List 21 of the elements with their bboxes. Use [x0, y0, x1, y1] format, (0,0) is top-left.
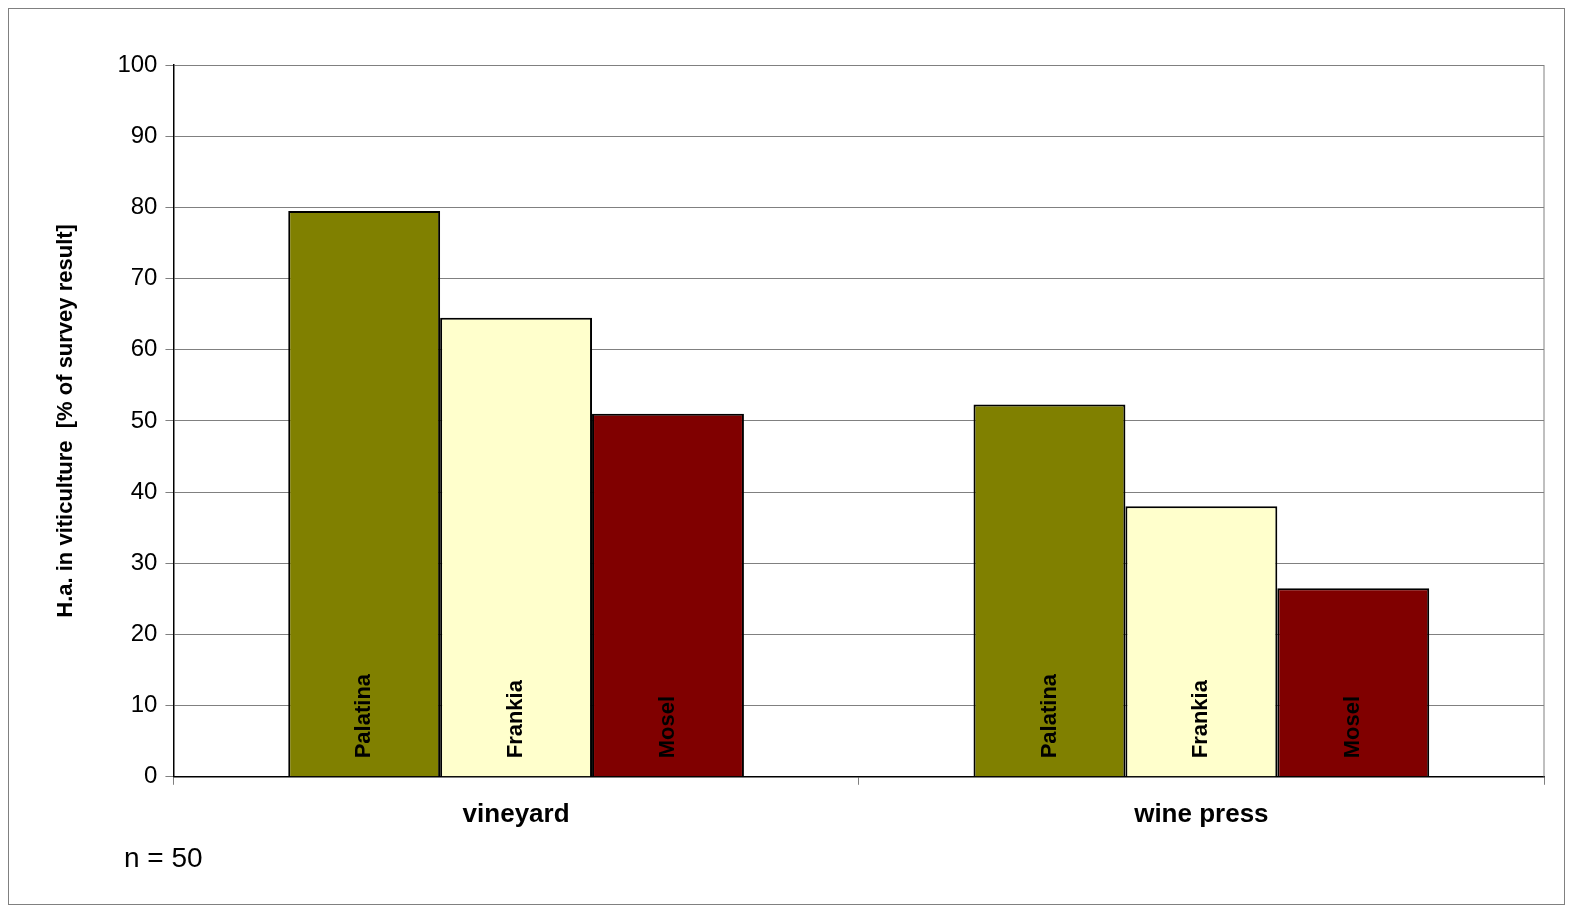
- text: Frankia: [1187, 680, 1213, 759]
- y-tick-label: 30: [130, 547, 158, 575]
- y-tick-label: 60: [130, 334, 158, 362]
- series-label: Palatina: [350, 673, 376, 759]
- x-tick-label: vineyard: [462, 797, 570, 828]
- y-tick-label: 40: [130, 476, 158, 504]
- series-label: Frankia: [502, 679, 528, 759]
- series-label: Mosel: [654, 695, 680, 759]
- y-tick-label: 0: [144, 761, 158, 789]
- text: Mosel: [1339, 695, 1365, 759]
- y-tick-label: 80: [130, 191, 158, 219]
- y-tick-label: 10: [130, 690, 158, 718]
- y-axis-title: H.a. in viticulture [% of survey result]: [52, 224, 78, 618]
- x-tick-label: wine press: [1133, 797, 1269, 828]
- y-tick-label: 90: [130, 120, 158, 148]
- text: Palatina: [1035, 673, 1061, 759]
- text: n = 50: [124, 842, 203, 874]
- y-tick-label: 20: [130, 619, 158, 647]
- y-tick-label: 50: [130, 405, 158, 433]
- y-tick-label: 70: [130, 263, 158, 291]
- y-tick-label: 100: [117, 49, 158, 77]
